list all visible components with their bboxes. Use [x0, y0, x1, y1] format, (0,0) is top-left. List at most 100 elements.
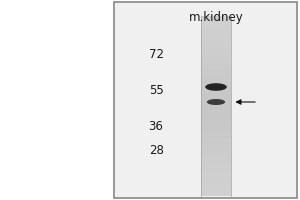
Text: 72: 72 — [148, 47, 164, 60]
Bar — [201, 156, 231, 158]
Bar — [201, 50, 231, 52]
Bar — [201, 115, 231, 117]
Bar — [201, 140, 231, 142]
Bar — [201, 167, 231, 169]
Bar — [201, 90, 231, 92]
Bar — [201, 182, 231, 183]
Bar — [201, 113, 231, 115]
Bar — [201, 104, 231, 106]
Bar — [201, 25, 231, 27]
Bar — [201, 38, 231, 39]
Bar — [201, 20, 231, 21]
Bar — [201, 61, 231, 63]
Text: 55: 55 — [149, 84, 164, 98]
Bar — [201, 151, 231, 153]
Bar — [201, 32, 231, 34]
Bar — [201, 191, 231, 192]
Bar — [201, 162, 231, 164]
Bar — [201, 75, 231, 77]
Bar — [201, 81, 231, 83]
Bar — [201, 117, 231, 119]
Bar — [201, 72, 231, 74]
Bar — [201, 108, 231, 110]
Bar — [201, 174, 231, 176]
Bar — [201, 63, 231, 65]
Bar — [201, 171, 231, 173]
Bar — [201, 84, 231, 86]
Bar — [201, 122, 231, 124]
Bar — [201, 144, 231, 146]
Ellipse shape — [205, 83, 227, 91]
Bar — [201, 21, 231, 23]
Bar — [201, 65, 231, 66]
Bar — [201, 160, 231, 162]
Bar — [201, 185, 231, 187]
Bar — [201, 56, 231, 57]
Bar — [201, 124, 231, 126]
Bar — [201, 135, 231, 137]
Bar — [201, 192, 231, 194]
Bar — [201, 97, 231, 99]
Bar — [201, 16, 231, 18]
Bar — [201, 79, 231, 81]
Bar — [201, 57, 231, 59]
Bar — [201, 147, 231, 149]
Bar — [201, 155, 231, 156]
Bar — [201, 45, 231, 47]
Bar — [201, 92, 231, 93]
Bar — [201, 88, 231, 90]
Bar — [201, 43, 231, 45]
Text: 36: 36 — [148, 119, 164, 132]
Bar — [201, 128, 231, 129]
Bar — [201, 30, 231, 32]
Bar — [201, 34, 231, 36]
Bar — [201, 18, 231, 20]
Bar — [201, 165, 231, 167]
Bar — [201, 95, 231, 97]
Bar — [114, 2, 297, 198]
Bar — [201, 176, 231, 178]
Bar — [201, 138, 231, 140]
Bar — [201, 27, 231, 29]
Bar — [201, 187, 231, 189]
Bar — [201, 29, 231, 30]
Bar — [201, 54, 231, 56]
Bar — [201, 169, 231, 171]
Bar — [201, 110, 231, 111]
Bar — [201, 194, 231, 196]
Bar — [201, 183, 231, 185]
Bar — [201, 102, 231, 104]
Bar — [201, 74, 231, 75]
Bar — [201, 39, 231, 41]
Bar — [201, 83, 231, 84]
Bar — [201, 137, 231, 138]
Bar — [201, 153, 231, 155]
Bar — [201, 101, 231, 102]
Bar — [201, 111, 231, 113]
Bar — [201, 129, 231, 131]
Bar — [201, 47, 231, 48]
Bar — [201, 48, 231, 50]
Bar — [201, 133, 231, 135]
Bar — [201, 68, 231, 70]
Bar — [201, 36, 231, 38]
Bar — [201, 106, 231, 108]
Bar — [201, 178, 231, 180]
Bar — [201, 120, 231, 122]
Bar — [201, 146, 231, 147]
Bar — [201, 66, 231, 68]
Bar — [201, 59, 231, 61]
Text: m.kidney: m.kidney — [189, 11, 243, 24]
Bar — [201, 164, 231, 165]
Bar — [201, 189, 231, 191]
Bar — [201, 126, 231, 128]
Bar — [201, 41, 231, 43]
Ellipse shape — [207, 99, 225, 105]
Bar — [201, 99, 231, 101]
Bar — [201, 173, 231, 174]
Bar — [201, 93, 231, 95]
Bar — [201, 52, 231, 54]
Bar — [201, 119, 231, 120]
Bar — [201, 180, 231, 182]
Bar — [201, 77, 231, 79]
